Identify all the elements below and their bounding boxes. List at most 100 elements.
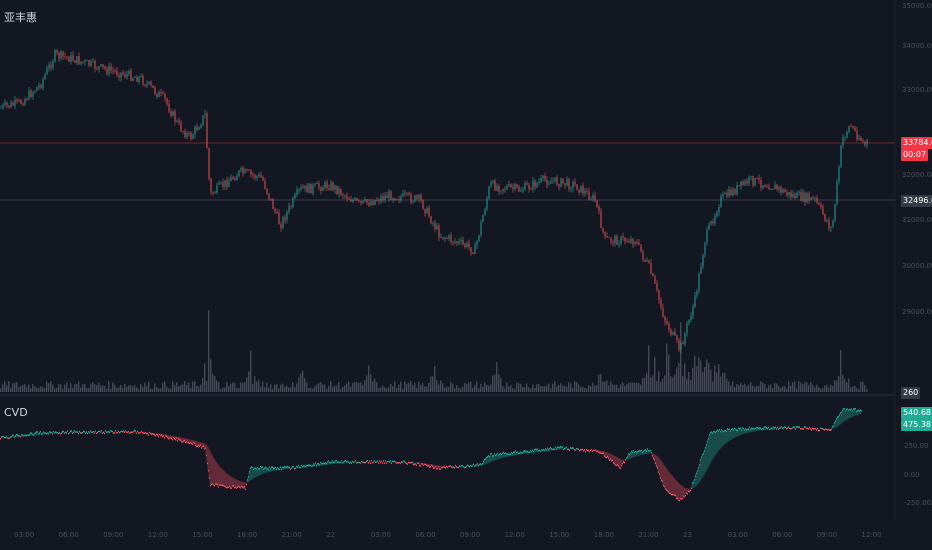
cvd-line bbox=[850, 409, 851, 411]
volume-bar bbox=[320, 382, 322, 392]
cvd-line bbox=[521, 452, 522, 454]
candle-body bbox=[818, 202, 820, 205]
candle-body bbox=[228, 181, 230, 187]
volume-bar bbox=[318, 383, 320, 392]
candle-body bbox=[556, 177, 558, 185]
cvd-line bbox=[551, 447, 552, 450]
cvd-line bbox=[6, 436, 7, 438]
candle-body bbox=[114, 70, 116, 72]
cvd-line bbox=[318, 463, 319, 465]
candle-body bbox=[604, 231, 606, 237]
cvd-line bbox=[281, 468, 282, 470]
volume-bar bbox=[142, 387, 144, 392]
cvd-line bbox=[387, 460, 388, 463]
volume-bar bbox=[112, 382, 114, 392]
cvd-line bbox=[839, 414, 840, 416]
volume-bar bbox=[0, 388, 2, 392]
cvd-line bbox=[288, 466, 289, 468]
cvd-line bbox=[133, 430, 134, 433]
cvd-line bbox=[582, 448, 583, 450]
candle-body bbox=[244, 169, 246, 174]
volume-bar bbox=[212, 373, 214, 392]
candle-body bbox=[410, 194, 412, 203]
cvd-line bbox=[805, 426, 806, 428]
volume-bar bbox=[36, 387, 38, 392]
cvd-line bbox=[674, 494, 675, 497]
volume-bar bbox=[76, 384, 78, 392]
candle-body bbox=[842, 137, 844, 146]
candle-body bbox=[296, 190, 298, 195]
candle-body bbox=[278, 212, 280, 225]
cvd-line bbox=[826, 428, 827, 431]
volume-bar bbox=[22, 384, 24, 392]
volume-bar bbox=[220, 389, 222, 392]
cvd-line bbox=[631, 450, 632, 453]
cvd-line bbox=[822, 428, 823, 430]
volume-bar bbox=[200, 384, 202, 392]
cvd-line bbox=[469, 466, 470, 468]
symbol-title[interactable]: 亚丰惠 bbox=[4, 11, 37, 24]
cvd-line bbox=[815, 428, 816, 430]
cvd-line bbox=[109, 431, 110, 434]
volume-bar bbox=[664, 375, 666, 392]
volume-bar bbox=[674, 374, 676, 392]
cvd-line bbox=[340, 461, 341, 464]
cvd-line bbox=[657, 467, 658, 469]
candle-body bbox=[98, 66, 100, 70]
cvd-line bbox=[835, 420, 836, 422]
candle-body bbox=[32, 92, 34, 97]
cvd-line bbox=[808, 428, 809, 430]
candle-body bbox=[358, 200, 360, 202]
cvd-line bbox=[792, 427, 793, 429]
cvd-line bbox=[782, 427, 783, 429]
volume-bar bbox=[32, 383, 34, 392]
cvd-line bbox=[532, 449, 533, 451]
volume-bar bbox=[90, 383, 92, 392]
cvd-line bbox=[593, 449, 594, 451]
cvd-line bbox=[711, 431, 712, 433]
volume-bar bbox=[14, 382, 16, 392]
cvd-line bbox=[24, 434, 25, 437]
cvd-line bbox=[284, 466, 285, 468]
candle-body bbox=[660, 300, 662, 308]
candle-body bbox=[366, 199, 368, 203]
cvd-line bbox=[218, 486, 219, 488]
cvd-line bbox=[769, 428, 770, 431]
cvd-line bbox=[220, 484, 221, 486]
volume-bar bbox=[610, 381, 612, 392]
candle-body bbox=[166, 98, 168, 104]
candle-body bbox=[140, 76, 142, 77]
volume-bar bbox=[268, 387, 270, 392]
cvd-line bbox=[254, 467, 255, 469]
cvd-title[interactable]: CVD bbox=[4, 406, 28, 419]
price-tick-top: 35000.00 bbox=[902, 2, 932, 10]
volume-badge: 260 bbox=[901, 387, 921, 399]
cvd-line bbox=[772, 428, 773, 430]
volume-bar bbox=[164, 381, 166, 392]
candle-body bbox=[216, 184, 218, 193]
candle-body bbox=[416, 195, 418, 199]
candle-body bbox=[700, 266, 702, 274]
cvd-line bbox=[173, 436, 174, 439]
cvd-line bbox=[37, 431, 38, 433]
cvd-line bbox=[817, 427, 818, 430]
cvd-line bbox=[292, 465, 293, 468]
cvd-line bbox=[474, 465, 475, 467]
cvd-tick: 0.00 bbox=[904, 471, 920, 479]
candle-body bbox=[504, 188, 506, 190]
cvd-line bbox=[106, 431, 107, 433]
candle-body bbox=[20, 100, 22, 104]
cvd-line bbox=[40, 431, 41, 433]
cvd-line bbox=[17, 434, 18, 436]
volume-bar bbox=[196, 385, 198, 392]
volume-bar bbox=[150, 388, 152, 392]
volume-bar bbox=[162, 382, 164, 392]
volume-bar bbox=[772, 388, 774, 392]
cvd-line bbox=[5, 437, 6, 439]
cvd-line bbox=[719, 429, 720, 431]
cvd-line bbox=[649, 450, 650, 452]
cvd-line bbox=[29, 434, 30, 436]
cvd-line bbox=[367, 460, 368, 462]
cvd-line bbox=[547, 447, 548, 450]
